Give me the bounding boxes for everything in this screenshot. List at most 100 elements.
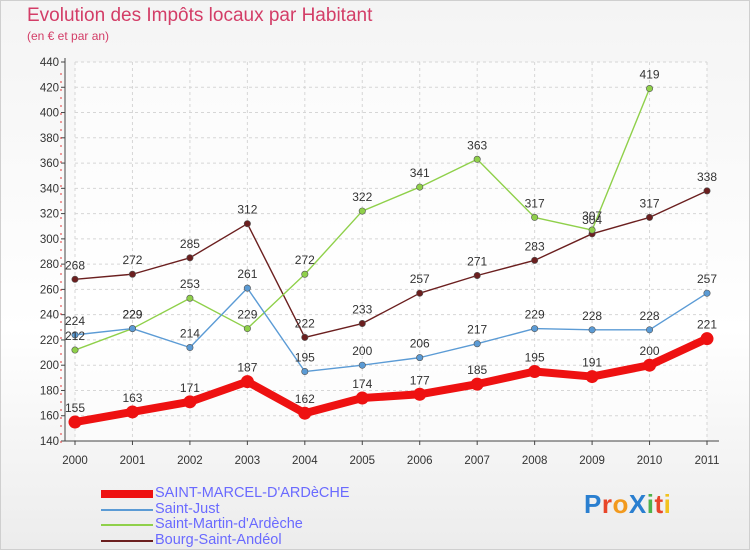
y-tick-label: 400 [40, 108, 59, 120]
data-label: 206 [410, 337, 430, 351]
data-label: 200 [640, 344, 660, 358]
data-label: 222 [295, 316, 315, 330]
data-point [186, 344, 194, 352]
data-label: 229 [237, 308, 257, 322]
y-tick-label: 240 [40, 310, 59, 322]
legend-label: Bourg-Saint-Andéol [155, 531, 282, 548]
data-point [71, 346, 79, 354]
data-label: 177 [410, 373, 430, 387]
logo-letter: t [654, 489, 664, 519]
data-point [646, 85, 654, 93]
data-label: 307 [582, 209, 602, 223]
legend-swatch [101, 490, 153, 498]
y-tick-label: 360 [40, 158, 59, 170]
y-tick-label: 320 [40, 209, 59, 221]
x-tick-label: 2001 [120, 455, 146, 467]
data-point [125, 405, 139, 419]
legend-swatch [101, 524, 153, 526]
data-point [703, 289, 711, 297]
data-point [186, 294, 194, 302]
data-label: 229 [122, 308, 142, 322]
proxiti-logo: ProXiti [584, 489, 671, 520]
data-point [531, 325, 539, 333]
legend-label: Saint-Just [155, 500, 220, 517]
x-tick-label: 2000 [62, 455, 88, 467]
data-point [355, 391, 369, 405]
data-point [358, 361, 366, 369]
data-point [473, 272, 481, 280]
data-label: 341 [410, 166, 430, 180]
data-label: 338 [697, 170, 717, 184]
x-tick-label: 2002 [177, 455, 203, 467]
data-point [531, 256, 539, 264]
logo-letter: X [628, 489, 647, 519]
y-tick-label: 220 [40, 335, 59, 347]
data-point [646, 213, 654, 221]
data-label: 233 [352, 303, 372, 317]
y-tick-label: 160 [40, 411, 59, 423]
data-point [186, 254, 194, 262]
data-label: 224 [65, 314, 85, 328]
logo-letter: o [612, 489, 629, 519]
data-point [416, 289, 424, 297]
data-label: 322 [352, 190, 372, 204]
series-line-1 [74, 287, 708, 373]
data-label: 187 [237, 361, 257, 375]
data-label: 195 [295, 351, 315, 365]
data-point [588, 326, 596, 334]
data-point [643, 358, 657, 372]
data-point [243, 325, 251, 333]
data-point [243, 220, 251, 228]
data-point [358, 207, 366, 215]
data-label: 285 [180, 237, 200, 251]
legend-item: SAINT-MARCEL-D'ARDèCHE [101, 485, 421, 501]
y-tick-label: 380 [40, 133, 59, 145]
x-tick-label: 2006 [407, 455, 433, 467]
x-tick-label: 2010 [637, 455, 663, 467]
legend-swatch [101, 508, 153, 511]
y-tick-label: 260 [40, 284, 59, 296]
x-tick-label: 2011 [695, 455, 720, 467]
data-point [703, 187, 711, 195]
data-point [588, 226, 596, 234]
x-tick-label: 2003 [235, 455, 261, 467]
data-label: 268 [65, 258, 85, 272]
plot-area [75, 62, 707, 441]
data-point [473, 155, 481, 163]
data-point [416, 354, 424, 362]
y-tick-label: 140 [40, 436, 59, 448]
legend-item: Saint-Just [101, 500, 421, 517]
data-label: 304 [582, 213, 602, 227]
data-point [473, 340, 481, 348]
data-label: 317 [525, 196, 545, 210]
logo-letter: P [584, 489, 602, 519]
legend-label: Saint-Martin-d'Ardèche [155, 516, 303, 532]
data-label: 217 [467, 323, 487, 337]
data-label: 185 [467, 363, 487, 377]
data-label: 261 [237, 267, 257, 281]
data-label: 155 [65, 401, 85, 415]
data-label: 363 [467, 138, 487, 152]
chart-subtitle: (en € et par an) [27, 29, 110, 43]
data-label: 419 [640, 68, 660, 82]
data-label: 272 [295, 253, 315, 267]
data-point [301, 368, 309, 376]
data-point [416, 183, 424, 191]
data-label: 163 [122, 391, 142, 405]
data-point [240, 375, 254, 389]
data-point [301, 333, 309, 341]
series-line-0 [71, 334, 711, 427]
data-point [128, 270, 136, 278]
data-label: 229 [122, 308, 142, 322]
data-label: 200 [352, 344, 372, 358]
x-tick-label: 2007 [464, 455, 490, 467]
data-label: 212 [65, 329, 85, 343]
data-point [71, 275, 79, 283]
data-label: 191 [582, 356, 602, 370]
legend-item: Bourg-Saint-Andéol [101, 531, 421, 548]
data-label: 257 [697, 272, 717, 286]
legend-swatch [101, 539, 153, 542]
data-point [528, 365, 542, 379]
data-label: 272 [122, 253, 142, 267]
